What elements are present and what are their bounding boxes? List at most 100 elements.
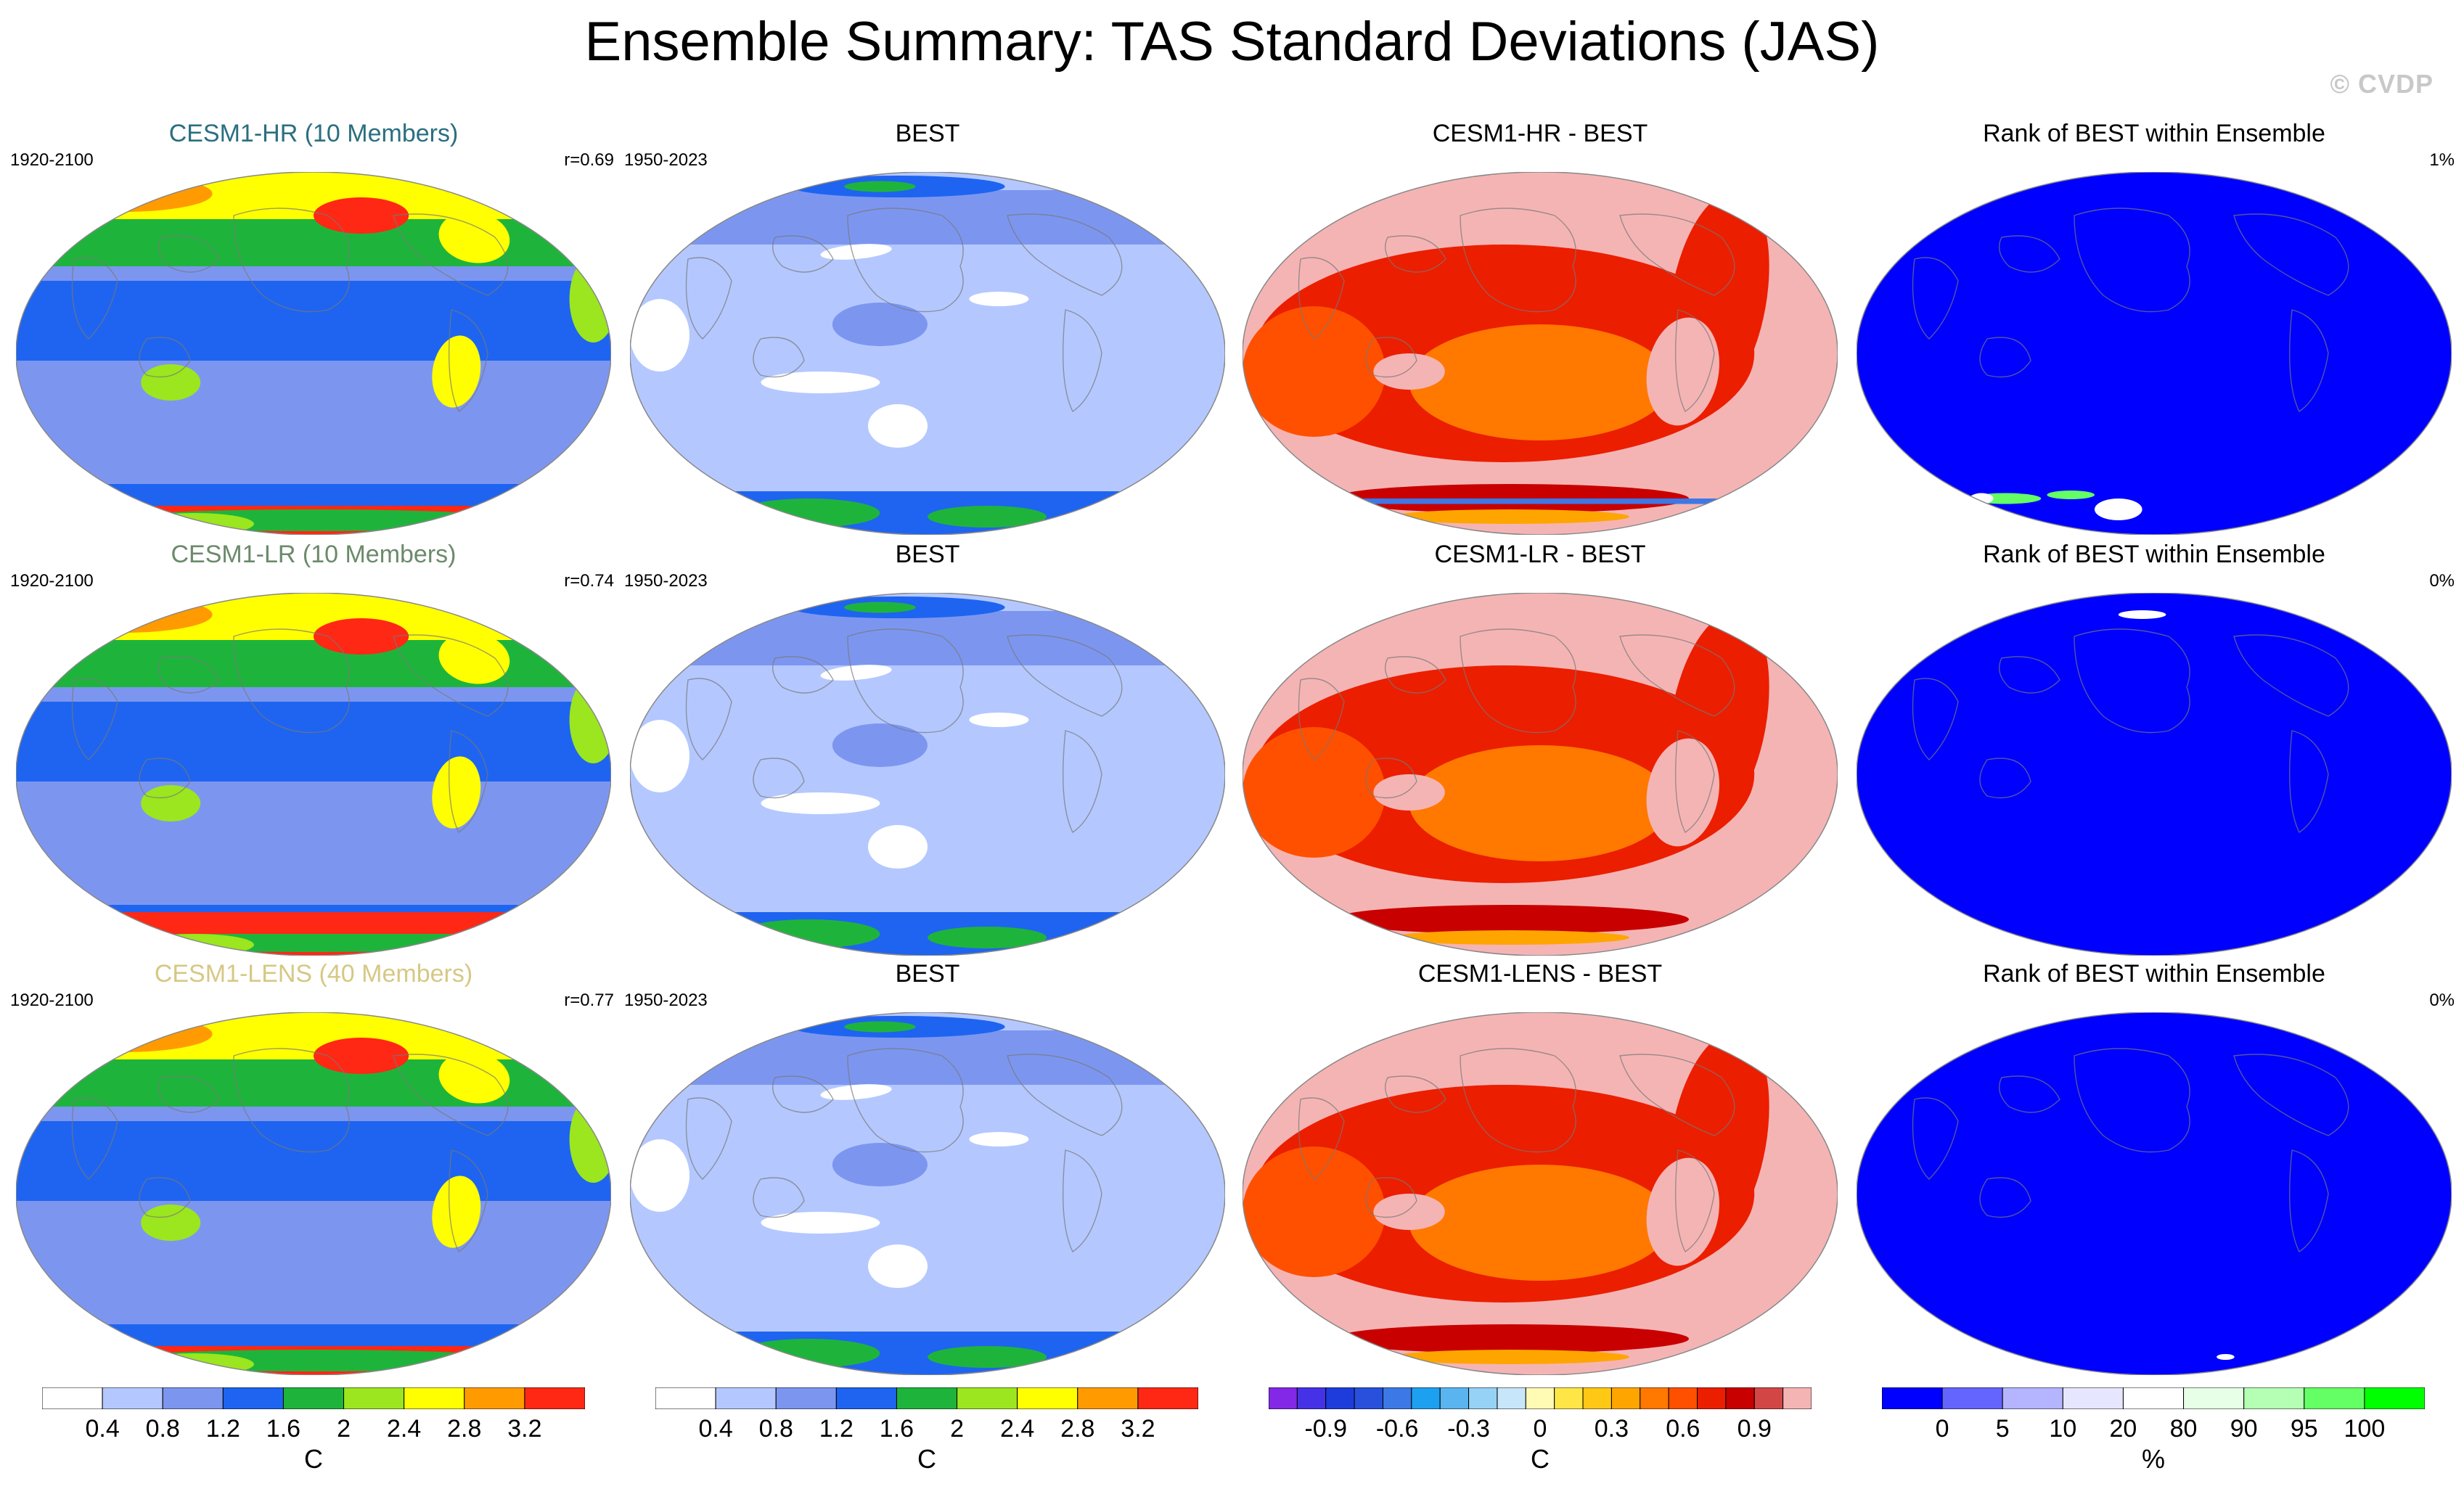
colorbar-swatch (1296, 1387, 1327, 1409)
colorbar-swatch (1668, 1387, 1698, 1409)
field-south-red (1332, 1324, 1689, 1353)
colorbar-tick-label: 2 (337, 1415, 351, 1443)
colorbar-tick-label: 80 (2169, 1415, 2198, 1443)
field-white-4 (630, 299, 689, 372)
coastline-2-3-2 (2288, 1149, 2329, 1253)
field-south-orange (1391, 930, 1629, 945)
coastline-2-3-0 (2074, 1048, 2190, 1153)
colorbar-swatch (1697, 1387, 1727, 1409)
coastline-0-1-4 (772, 235, 834, 273)
field-blob-south-green2 (928, 1346, 1047, 1368)
colorbar-tick-label: 1.2 (205, 1415, 240, 1443)
coastline-1-2-4 (1385, 656, 1446, 694)
map-diff-row2 (1243, 593, 1838, 956)
colorbar-swatches (1269, 1387, 1812, 1409)
map-model-row3 (16, 1012, 611, 1375)
field-band-north (16, 216, 611, 266)
colorbar-unit: C (917, 1444, 936, 1474)
coastline-2-2-4 (1385, 1075, 1446, 1113)
colorbar-swatch (775, 1387, 837, 1409)
coastline-1-0-1 (393, 634, 509, 717)
colorbar-swatch (1017, 1387, 1078, 1409)
colorbar-swatch (162, 1387, 224, 1409)
coastline-0-1-3 (753, 337, 805, 378)
map-model-row1 (16, 172, 611, 535)
coastline-2-0-5 (71, 1097, 118, 1180)
panel-diff-row3: CESM1-LENS - BEST (1235, 960, 1845, 1381)
map-diff-row3 (1243, 1012, 1838, 1375)
colorbar-tick-label: 10 (2049, 1415, 2077, 1443)
coastline-1-2-2 (1674, 730, 1715, 834)
coastline-0-2-0 (1460, 208, 1576, 313)
field-white-2 (969, 713, 1029, 727)
field-south-red (1332, 905, 1689, 934)
field-layer (1857, 1012, 2452, 1375)
colorbar-swatch (1382, 1387, 1412, 1409)
coastline-0-0-5 (71, 257, 118, 340)
colorbar-swatch (1725, 1387, 1755, 1409)
field-layer (1243, 593, 1838, 956)
coastline-1-0-5 (71, 678, 118, 760)
colorbar-swatch (2243, 1387, 2305, 1409)
colorbar-tick-label: 3.2 (507, 1415, 542, 1443)
coastline-0-3-0 (2074, 208, 2190, 313)
field-layer (16, 172, 611, 535)
colorbar-swatch (2122, 1387, 2185, 1409)
field-band-tropics (16, 1121, 611, 1201)
field-land-australia (1373, 774, 1445, 811)
rank-colorbar: 0 5 10 20 80 90 95 100% (1882, 1387, 2425, 1489)
difference-title: CESM1-LENS - BEST (1417, 960, 1663, 988)
cvdp-credit: © CVDP (2330, 69, 2434, 99)
coastline-2-2-0 (1460, 1048, 1576, 1153)
coastline-1-1-1 (1007, 634, 1123, 717)
observation-title: BEST (895, 120, 960, 147)
coastline-2-2-5 (1298, 1097, 1345, 1180)
field-ocean-indian (1243, 1147, 1386, 1277)
field-blob-antarctic (105, 1350, 522, 1371)
field-blob-samerica (432, 756, 481, 829)
field-blob-south-green2 (928, 927, 1047, 948)
model-period: 1920-2100 (10, 150, 94, 170)
model-title: CESM1-LR (10 Members) (171, 541, 457, 568)
rank-percent: 0% (2429, 571, 2455, 591)
coastline-1-3-1 (2233, 634, 2349, 717)
coastline-1-2-3 (1365, 758, 1417, 799)
coastline-2-3-4 (1999, 1075, 2060, 1113)
field-blob-namerica (438, 211, 510, 263)
coastline-1-0-4 (158, 656, 220, 694)
colorbar-swatch (655, 1387, 716, 1409)
coastline-2-3-5 (1912, 1097, 1959, 1180)
panel-rank-row2: Rank of BEST within Ensemble 0% (1849, 541, 2459, 961)
observation-period: 1950-2023 (624, 990, 708, 1010)
colorbar-swatch (835, 1387, 897, 1409)
colorbar-swatch (1137, 1387, 1198, 1409)
field-blob-arctic (33, 1016, 213, 1052)
field-band-south (630, 912, 1225, 956)
coastline-1-3-0 (2074, 628, 2190, 734)
field-white-4 (630, 720, 689, 792)
coastline-2-3-3 (1979, 1177, 2031, 1218)
field-land-samerica (1646, 1157, 1719, 1266)
field-blob-namerica (438, 1051, 510, 1104)
field-rank-white-1 (2217, 1354, 2235, 1360)
coastline-2-0-1 (393, 1054, 509, 1136)
colorbar-swatches (1882, 1387, 2425, 1409)
colorbar-swatch (1782, 1387, 1812, 1409)
colorbar-tick-label: 0 (1935, 1415, 1949, 1443)
colorbar-tick-label: -0.6 (1375, 1415, 1419, 1443)
coastline-2-1-2 (1062, 1149, 1102, 1253)
field-band-north (630, 190, 1225, 245)
field-band-hr-blue (1243, 499, 1838, 504)
field-layer (16, 1012, 611, 1375)
colorbar-swatch (896, 1387, 958, 1409)
panel-rank-row3: Rank of BEST within Ensemble 0% (1849, 960, 2459, 1381)
colorbar-tick-label: 1.2 (819, 1415, 854, 1443)
field-land-australia (1373, 353, 1445, 390)
rank-title: Rank of BEST within Ensemble (1983, 120, 2325, 147)
field-band-south (630, 1332, 1225, 1375)
colorbar-swatch (1753, 1387, 1784, 1409)
field-ocean-indian (1243, 727, 1386, 858)
rank-percent: 0% (2429, 990, 2455, 1010)
field-band-southocean (16, 484, 611, 506)
figure-title: Ensemble Summary: TAS Standard Deviation… (584, 11, 1880, 73)
